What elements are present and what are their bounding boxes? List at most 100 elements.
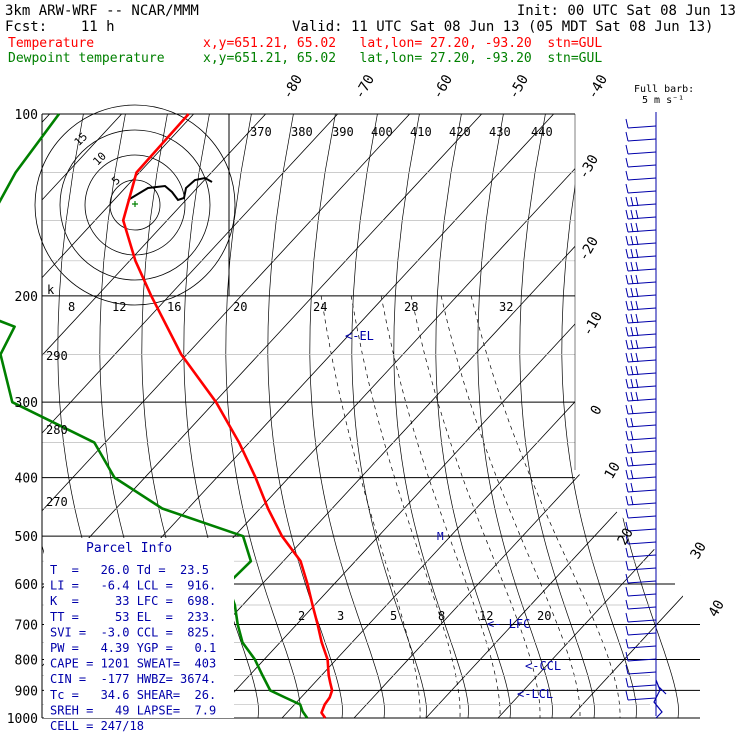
wind-barb-flag	[625, 560, 629, 571]
pressure-label-500: 500	[15, 530, 38, 545]
wind-barb-flag	[635, 300, 639, 311]
wind-barb-flag	[635, 313, 639, 324]
wind-barb-flag	[630, 209, 634, 220]
pressure-label-600: 600	[15, 578, 38, 593]
wind-barb-shaft	[627, 164, 657, 168]
wind-barb	[625, 313, 657, 324]
theta-tick: 410	[410, 125, 432, 139]
dry-adiabat	[351, 114, 427, 718]
wind-barb	[625, 261, 657, 272]
wind-barb-flag	[625, 430, 629, 441]
isotherm	[425, 114, 700, 718]
wind-barb	[625, 482, 657, 493]
wind-barb-shaft	[627, 645, 657, 649]
moist-adiabat	[380, 295, 501, 718]
dry-adiabat	[267, 114, 343, 718]
wind-barb-flag	[635, 222, 639, 233]
wind-barb-shaft	[627, 606, 657, 610]
wind-barb-flag	[625, 521, 629, 532]
mid-temp-tick: 16	[167, 300, 181, 314]
wind-barb-flag	[625, 495, 629, 506]
wind-barb	[625, 170, 657, 181]
wind-barb	[625, 638, 657, 649]
isotherm	[209, 114, 700, 718]
wind-barb	[625, 417, 657, 428]
wind-barb-flag	[625, 599, 629, 610]
wind-barb-flag	[625, 638, 629, 649]
mixing-ratio-label: 12	[479, 609, 493, 623]
isotherm	[42, 114, 266, 718]
wind-barb	[625, 404, 657, 415]
hodograph-ring-label: 10	[90, 150, 109, 169]
wind-barb-flag	[625, 508, 629, 519]
mixing-ratio-label: 3	[337, 609, 344, 623]
wind-barb-flag	[635, 326, 639, 337]
wind-barb-shaft	[627, 658, 657, 662]
wind-barb-flag	[625, 157, 629, 168]
wind-barb-flag	[635, 261, 639, 272]
wind-barb-flag	[625, 274, 629, 285]
theta-tick: 440	[531, 125, 553, 139]
wind-barb	[625, 300, 657, 311]
wind-barb-flag	[625, 300, 629, 311]
wind-barb	[625, 430, 657, 441]
wind-barb	[625, 391, 657, 402]
wind-barb	[625, 365, 657, 376]
wind-barb-flag	[635, 274, 639, 285]
wind-barb-shaft	[627, 580, 657, 584]
mixing-ratio-label: 20	[537, 609, 551, 623]
dry-adiabat	[687, 114, 700, 718]
barb-legend-title: Full barb:	[634, 84, 694, 95]
parcel-info-row: CELL = 247/18	[50, 719, 144, 733]
wind-barb	[625, 157, 657, 168]
wind-barb-flag	[630, 495, 634, 506]
right-temp-tick: 20	[615, 525, 637, 548]
wind-barb-flag	[635, 248, 639, 259]
wind-barb	[625, 547, 657, 558]
wind-barb	[625, 118, 657, 129]
moist-adiabat	[470, 295, 621, 718]
wind-barb	[625, 456, 657, 467]
right-temp-tick: 0	[588, 403, 606, 418]
right-temp-tick: -10	[580, 309, 607, 339]
wind-barb-flag	[625, 287, 629, 298]
isotherm	[569, 114, 700, 718]
mid-temp-tick: 12	[112, 300, 126, 314]
wind-barb-flag	[625, 651, 629, 662]
wind-barb-flag	[625, 664, 629, 675]
wind-barb	[625, 586, 657, 597]
theta-tick: 420	[449, 125, 471, 139]
wind-barb-flag	[630, 261, 634, 272]
wind-barb-flag	[625, 586, 629, 597]
wind-barb-shaft	[627, 138, 657, 142]
wind-barb-shaft	[627, 632, 657, 636]
dewpoint-line	[0, 113, 309, 719]
wind-barb-flag	[625, 209, 629, 220]
wind-barb-flag	[625, 313, 629, 324]
mid-temp-tick: 20	[233, 300, 247, 314]
isotherm	[281, 114, 700, 718]
wind-barb-flag	[630, 365, 634, 376]
wind-barb-flag	[630, 443, 634, 454]
left-tick: 280	[46, 423, 68, 437]
theta-tick: 430	[489, 125, 511, 139]
mixing-ratio-label: 2	[298, 609, 305, 623]
theta-tick: 380	[291, 125, 313, 139]
wind-barb-flag	[625, 261, 629, 272]
top-temp-tick: -80	[280, 72, 307, 102]
parcel-info-row: SVI = -3.0 CCL = 825.	[50, 625, 216, 639]
parcel-info-row: CAPE = 1201 SWEAT= 403	[50, 657, 216, 671]
right-temp-tick: 10	[602, 459, 624, 482]
hodograph-marker: k	[47, 283, 55, 297]
wind-barb-flag	[625, 144, 629, 155]
wind-barb-flag	[625, 625, 629, 636]
pressure-label-300: 300	[15, 396, 38, 411]
parcel-info-row: LI = -6.4 LCL = 916.	[50, 579, 216, 593]
parcel-info-row: PW = 4.39 YGP = 0.1	[50, 641, 216, 655]
wind-barb-flag	[630, 482, 634, 493]
hodograph-ring-label: 5	[109, 174, 123, 188]
init-time: Init: 00 UTC Sat 08 Jun 13	[516, 3, 736, 19]
wind-barb	[625, 183, 657, 194]
wind-barb-flag	[625, 170, 629, 181]
isotherm	[353, 114, 700, 718]
